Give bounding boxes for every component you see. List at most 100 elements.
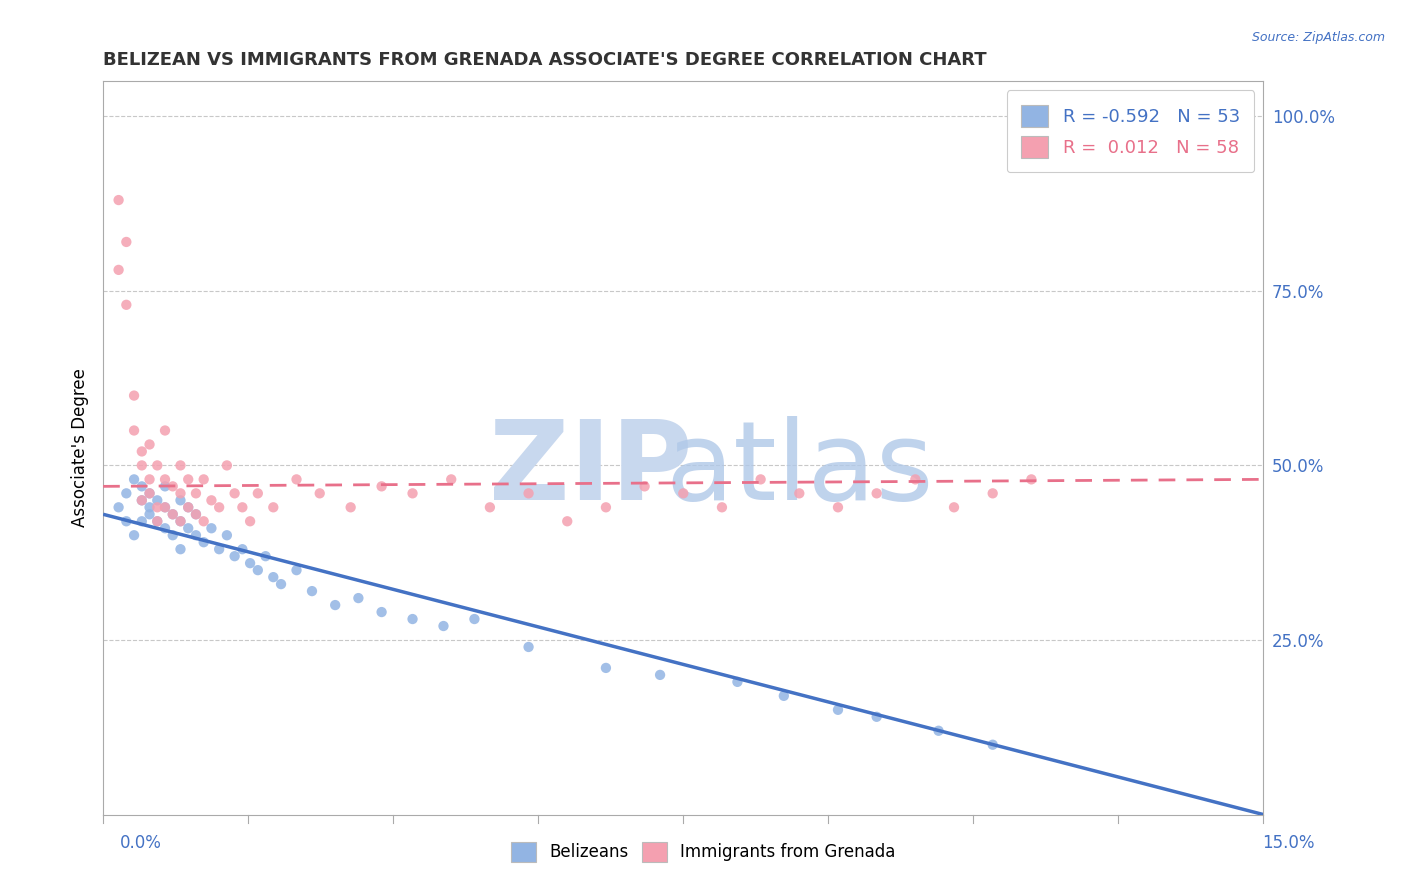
Point [131, 479, 153, 493]
Text: BELIZEAN VS IMMIGRANTS FROM GRENADA ASSOCIATE'S DEGREE CORRELATION CHART: BELIZEAN VS IMMIGRANTS FROM GRENADA ASSO… [103, 51, 987, 69]
Point [246, 563, 269, 577]
Point [169, 458, 191, 473]
Point [107, 193, 129, 207]
Point [115, 486, 138, 500]
Point [184, 508, 207, 522]
Point [440, 472, 463, 486]
Point [177, 500, 200, 515]
Point [169, 514, 191, 528]
Point [138, 500, 160, 515]
Point [254, 549, 277, 564]
Point [153, 479, 176, 493]
Point [184, 508, 207, 522]
Point [866, 486, 889, 500]
Text: 0.0%: 0.0% [120, 834, 162, 852]
Point [866, 710, 889, 724]
Point [787, 486, 810, 500]
Point [153, 521, 176, 535]
Point [231, 542, 253, 557]
Point [131, 458, 153, 473]
Point [138, 486, 160, 500]
Point [208, 500, 231, 515]
Point [184, 486, 207, 500]
Point [146, 500, 169, 515]
Point [153, 500, 176, 515]
Point [1021, 472, 1043, 486]
Point [122, 528, 145, 542]
Point [928, 723, 950, 738]
Point [246, 486, 269, 500]
Point [131, 493, 153, 508]
Point [323, 598, 346, 612]
Point [347, 591, 370, 606]
Point [648, 668, 671, 682]
Point [517, 640, 540, 654]
Point [193, 472, 215, 486]
Text: atlas: atlas [665, 417, 934, 524]
Point [169, 514, 191, 528]
Point [710, 500, 733, 515]
Point [153, 472, 176, 486]
Point [146, 514, 169, 528]
Point [478, 500, 501, 515]
Point [162, 508, 184, 522]
Y-axis label: Associate's Degree: Associate's Degree [72, 368, 89, 527]
Point [146, 514, 169, 528]
Point [215, 458, 238, 473]
Text: ZIP: ZIP [489, 417, 692, 524]
Point [595, 500, 617, 515]
Point [772, 689, 794, 703]
Point [138, 472, 160, 486]
Point [162, 508, 184, 522]
Point [370, 605, 392, 619]
Point [107, 500, 129, 515]
Point [270, 577, 292, 591]
Point [517, 486, 540, 500]
Point [301, 584, 323, 599]
Point [339, 500, 361, 515]
Point [200, 521, 222, 535]
Point [138, 508, 160, 522]
Point [115, 514, 138, 528]
Point [200, 493, 222, 508]
Point [131, 514, 153, 528]
Point [224, 549, 246, 564]
Point [827, 703, 849, 717]
Point [633, 479, 655, 493]
Point [555, 514, 578, 528]
Point [725, 674, 748, 689]
Point [162, 528, 184, 542]
Point [146, 493, 169, 508]
Point [215, 528, 238, 542]
Point [107, 263, 129, 277]
Point [169, 542, 191, 557]
Point [122, 388, 145, 402]
Point [184, 528, 207, 542]
Point [131, 444, 153, 458]
Point [177, 500, 200, 515]
Point [122, 424, 145, 438]
Point [131, 493, 153, 508]
Point [749, 472, 772, 486]
Text: Source: ZipAtlas.com: Source: ZipAtlas.com [1251, 31, 1385, 45]
Point [146, 458, 169, 473]
Point [432, 619, 454, 633]
Point [193, 514, 215, 528]
Point [239, 556, 262, 570]
Point [285, 563, 308, 577]
Point [169, 486, 191, 500]
Legend: R = -0.592   N = 53, R =  0.012   N = 58: R = -0.592 N = 53, R = 0.012 N = 58 [1007, 90, 1254, 172]
Point [122, 472, 145, 486]
Point [943, 500, 966, 515]
Point [463, 612, 485, 626]
Point [138, 486, 160, 500]
Text: 15.0%: 15.0% [1263, 834, 1315, 852]
Point [285, 472, 308, 486]
Point [308, 486, 330, 500]
Point [239, 514, 262, 528]
Point [138, 437, 160, 451]
Point [153, 500, 176, 515]
Point [115, 235, 138, 249]
Point [904, 472, 927, 486]
Point [153, 424, 176, 438]
